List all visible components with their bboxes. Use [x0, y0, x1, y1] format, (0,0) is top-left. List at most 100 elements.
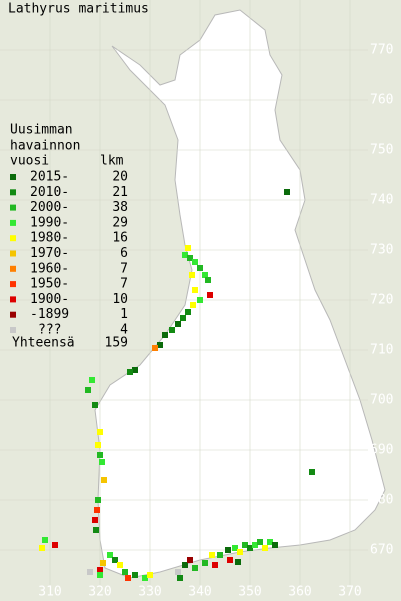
grid-cell: [117, 562, 123, 568]
grid-cell: [187, 255, 193, 261]
legend-count: 29: [112, 215, 128, 230]
grid-cell: [87, 569, 93, 575]
legend-count: 20: [112, 170, 128, 185]
grid-cell: [92, 402, 98, 408]
grid-cell: [122, 569, 128, 575]
x-tick-label: 330: [138, 585, 161, 600]
grid-cell: [267, 539, 273, 545]
grid-cell: [97, 452, 103, 458]
grid-cell: [202, 272, 208, 278]
legend-swatch: [10, 281, 16, 288]
y-tick-label: 700: [370, 393, 393, 408]
grid-cell: [100, 560, 106, 566]
grid-cell: [192, 259, 198, 265]
legend-count: 38: [112, 200, 128, 215]
grid-cell: [202, 560, 208, 566]
grid-cell: [247, 545, 253, 551]
grid-cell: [107, 552, 113, 558]
legend-swatch: [10, 189, 16, 196]
grid-cell: [212, 562, 218, 568]
legend-swatch: [10, 296, 16, 303]
grid-cell: [99, 459, 105, 465]
grid-cell: [227, 557, 233, 563]
grid-cell: [177, 575, 183, 581]
grid-cell: [217, 552, 223, 558]
legend-label: 1900-: [30, 292, 69, 307]
grid-cell: [97, 429, 103, 435]
grid-cell: [189, 272, 195, 278]
grid-cell: [197, 265, 203, 271]
y-tick-label: 680: [370, 493, 393, 508]
grid-cell: [252, 542, 258, 548]
legend-label: 2015-: [30, 170, 69, 185]
grid-cell: [237, 549, 243, 555]
legend-label: 1960-: [30, 261, 69, 276]
grid-cell: [169, 327, 175, 333]
grid-cell: [52, 542, 58, 548]
grid-cell: [39, 545, 45, 551]
grid-cell: [157, 342, 163, 348]
cells: [39, 189, 315, 581]
grid-cell: [101, 477, 107, 483]
grid-cell: [192, 287, 198, 293]
total-count: 159: [105, 336, 128, 351]
legend-count: 10: [112, 292, 128, 307]
legend-heading: havainnon: [10, 139, 80, 154]
grid-cell: [257, 539, 263, 545]
grid-cell: [225, 547, 231, 553]
legend-swatch: [10, 265, 16, 272]
grid-cell: [175, 321, 181, 327]
grid-cell: [112, 557, 118, 563]
grid-cell: [242, 542, 248, 548]
grid: [0, 0, 368, 585]
legend-count: 21: [112, 185, 128, 200]
legend-label: 2000-: [30, 200, 69, 215]
legend-swatch: [10, 235, 16, 242]
grid-cell: [89, 377, 95, 383]
x-tick-label: 370: [338, 585, 361, 600]
grid-cell: [309, 469, 315, 475]
x-tick-label: 320: [88, 585, 111, 600]
legend-count: 16: [112, 231, 128, 246]
legend-swatch: [10, 311, 16, 318]
legend-count: 1: [120, 307, 128, 322]
legend-swatch: [10, 204, 16, 211]
grid-cell: [95, 442, 101, 448]
legend-label: -1899: [30, 307, 69, 322]
grid-cell: [185, 309, 191, 315]
y-tick-label: 690: [370, 443, 393, 458]
y-tick-label: 670: [370, 543, 393, 558]
grid-cell: [92, 517, 98, 523]
grid-cell: [42, 537, 48, 543]
legend-count: 4: [120, 323, 128, 338]
grid-cell: [232, 545, 238, 551]
legend-heading: vuosi: [10, 154, 49, 169]
y-tick-label: 740: [370, 193, 393, 208]
y-tick-label: 770: [370, 43, 393, 58]
grid-cell: [187, 557, 193, 563]
grid-cell: [127, 369, 133, 375]
legend-count: 6: [120, 246, 128, 261]
grid-cell: [175, 569, 181, 575]
grid-cell: [152, 345, 158, 351]
grid-cell: [185, 245, 191, 251]
legend-label: 1990-: [30, 215, 69, 230]
grid-cell: [197, 297, 203, 303]
grid-cell: [182, 252, 188, 258]
x-tick-label: 310: [38, 585, 61, 600]
grid-cell: [147, 572, 153, 578]
grid-cell: [192, 565, 198, 571]
grid-cell: [85, 387, 91, 393]
x-tick-label: 360: [288, 585, 311, 600]
legend-label: 1970-: [30, 246, 69, 261]
legend-swatch: [10, 327, 16, 333]
grid-cell: [132, 367, 138, 373]
grid-cell: [125, 575, 131, 581]
legend-label: ???: [38, 323, 61, 338]
grid-cell: [284, 189, 290, 195]
grid-cell: [235, 559, 241, 565]
legend-count-heading: lkm: [100, 154, 124, 169]
legend-label: 2010-: [30, 185, 69, 200]
total-label: Yhteensä: [12, 336, 75, 351]
